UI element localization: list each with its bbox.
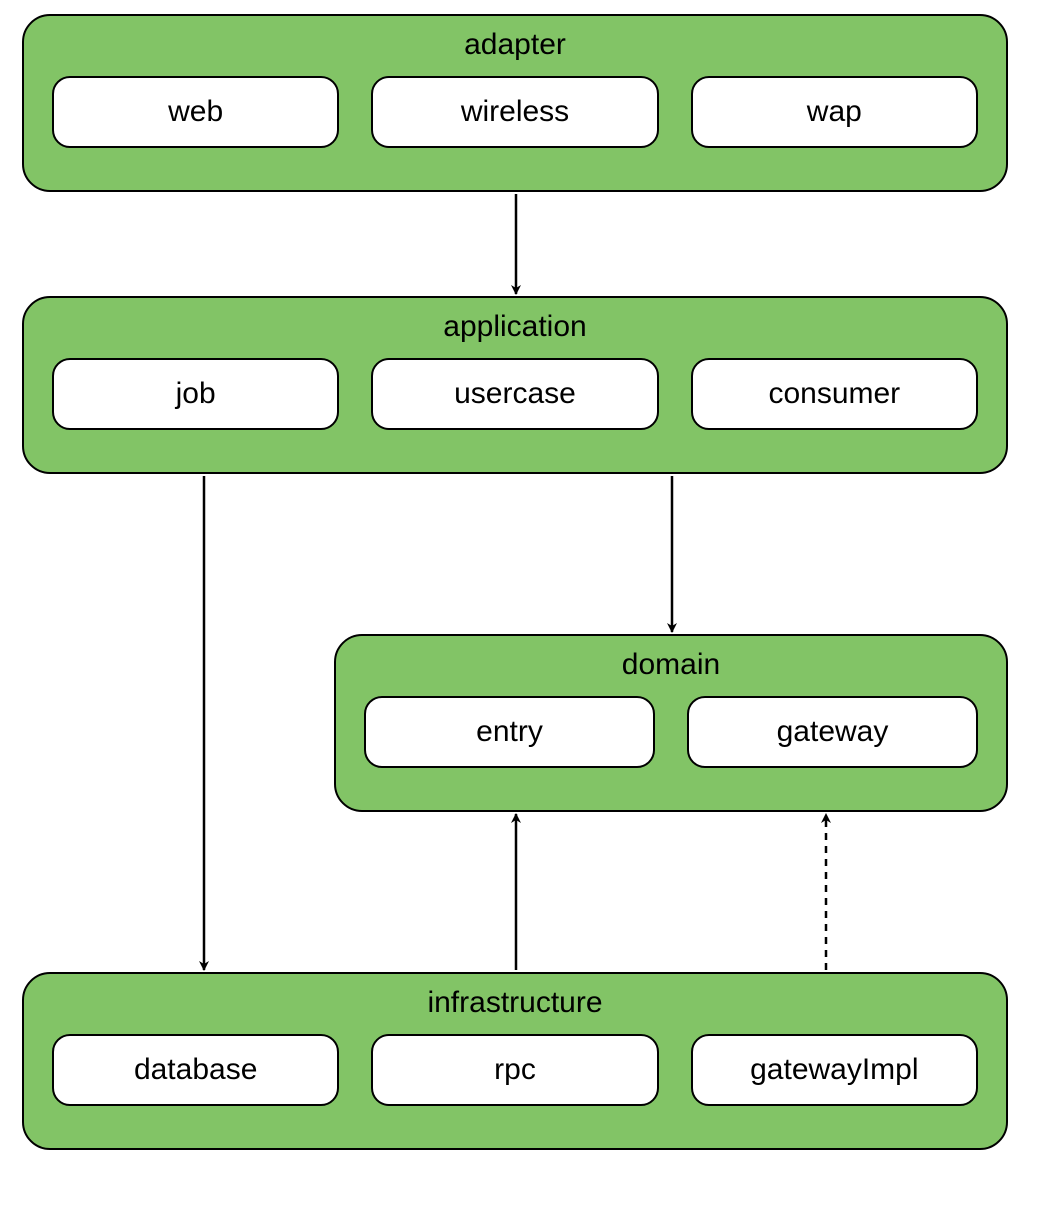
- layer-application: application job usercase consumer: [22, 296, 1008, 474]
- item-job: job: [52, 358, 339, 430]
- item-wireless: wireless: [371, 76, 658, 148]
- item-entry: entry: [364, 696, 655, 768]
- item-gatewayimpl: gatewayImpl: [691, 1034, 978, 1106]
- layer-row-infrastructure: database rpc gatewayImpl: [52, 1034, 978, 1106]
- layer-row-adapter: web wireless wap: [52, 76, 978, 148]
- layer-title-adapter: adapter: [464, 28, 566, 62]
- layer-adapter: adapter web wireless wap: [22, 14, 1008, 192]
- layer-row-domain: entry gateway: [364, 696, 978, 768]
- layer-infrastructure: infrastructure database rpc gatewayImpl: [22, 972, 1008, 1150]
- item-wap: wap: [691, 76, 978, 148]
- layer-row-application: job usercase consumer: [52, 358, 978, 430]
- layer-title-application: application: [443, 310, 586, 344]
- item-gateway: gateway: [687, 696, 978, 768]
- layer-title-infrastructure: infrastructure: [427, 986, 602, 1020]
- item-database: database: [52, 1034, 339, 1106]
- item-consumer: consumer: [691, 358, 978, 430]
- layer-domain: domain entry gateway: [334, 634, 1008, 812]
- layer-title-domain: domain: [622, 648, 720, 682]
- item-usercase: usercase: [371, 358, 658, 430]
- item-web: web: [52, 76, 339, 148]
- item-rpc: rpc: [371, 1034, 658, 1106]
